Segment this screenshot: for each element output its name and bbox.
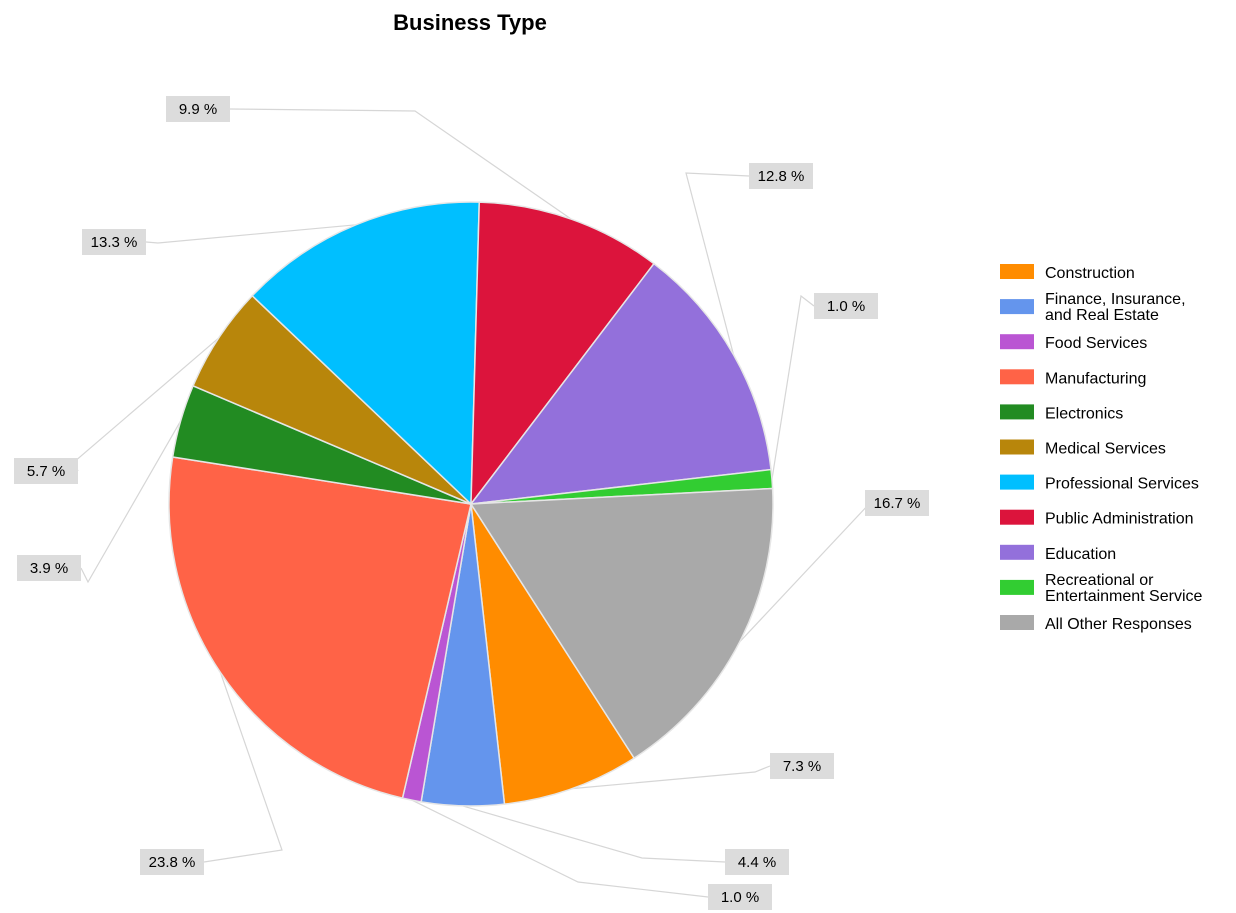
leader-line-education [685,172,750,355]
leader-line-public-administration [229,108,572,220]
slice-manufacturing [168,456,472,800]
legend-swatch-professional-services [1000,474,1034,490]
slice-public-administration [470,201,655,507]
slice-all-other-responses [469,487,774,760]
legend-swatch-manufacturing [1000,369,1034,385]
legend-label-construction: Construction [1045,265,1135,282]
slice-label-box-manufacturing [140,849,204,875]
slice-label-all-other-responses: 16.7 % [874,495,921,512]
legend-swatch-public-administration [1000,509,1034,525]
slice-label-construction: 7.3 % [783,758,821,775]
slice-construction [470,503,636,805]
slice-label-box-finance-insurance-and-real-estate [725,849,789,875]
slice-label-manufacturing: 23.8 % [149,854,196,871]
leader-line-manufacturing [203,672,283,863]
legend-label-medical-services: Medical Services [1045,441,1166,458]
legend-swatch-electronics [1000,404,1034,420]
slice-label-professional-services: 13.3 % [91,234,138,251]
slice-label-recreational-or-entertainment-service: 1.0 % [827,298,865,315]
legend-label-all-other-responses: All Other Responses [1045,616,1192,633]
leader-line-construction [571,765,771,790]
legend-label-recreational-or-entertainment-service: Recreational or Entertainment Service [1045,572,1203,605]
legend-swatch-recreational-or-entertainment-service [1000,579,1034,595]
legend-swatch-medical-services [1000,439,1034,455]
leader-line-professional-services [145,224,356,244]
slice-label-finance-insurance-and-real-estate: 4.4 % [738,854,776,871]
slice-label-box-electronics [17,555,81,581]
legend-swatch-finance-insurance-and-real-estate [1000,299,1034,315]
legend-label-electronics: Electronics [1045,405,1123,422]
legend-label-professional-services: Professional Services [1045,476,1199,493]
legend-label-education: Education [1045,546,1116,563]
legend-label-public-administration: Public Administration [1045,511,1194,528]
slice-label-box-education [749,163,813,189]
legend-label-finance-insurance-and-real-estate: Finance, Insurance, and Real Estate [1045,291,1186,324]
leader-line-finance-insurance-and-real-estate [462,805,726,863]
slice-label-box-all-other-responses [865,490,929,516]
leader-line-food-services [411,799,709,898]
slice-labels: 7.3 % 4.4 % 1.0 % 23.8 % 3.9 % 5.7 % 13.3 % 9.9… [14,96,929,910]
leader-line-electronics [80,420,182,584]
legend-swatch-all-other-responses [1000,615,1034,630]
legend-swatch-education [1000,544,1034,560]
slice-label-public-administration: 9.9 % [179,101,217,118]
slice-label-box-public-administration [166,96,230,122]
slice-professional-services [251,201,481,506]
slice-label-box-construction [770,753,834,779]
slice-label-box-professional-services [82,229,146,255]
slice-label-box-medical-services [14,458,78,484]
legend-swatch-construction [1000,264,1034,279]
legend-label-food-services: Food Services [1045,335,1147,352]
slice-label-education: 12.8 % [758,168,805,185]
slice-label-medical-services: 5.7 % [27,463,65,480]
pie-slices [168,201,774,807]
slice-label-box-food-services [708,884,772,910]
leader-line-recreational-or-entertainment-service [771,294,815,480]
legend-swatch-food-services [1000,334,1034,350]
legend: Construction Finance, Insurance, and Real … [1000,264,1203,633]
slice-education [469,262,772,505]
chart-title: Business Type [393,10,547,35]
slice-label-food-services: 1.0 % [721,889,759,906]
slice-label-box-recreational-or-entertainment-service [814,293,878,319]
slice-label-electronics: 3.9 % [30,560,68,577]
legend-label-manufacturing: Manufacturing [1045,370,1146,387]
